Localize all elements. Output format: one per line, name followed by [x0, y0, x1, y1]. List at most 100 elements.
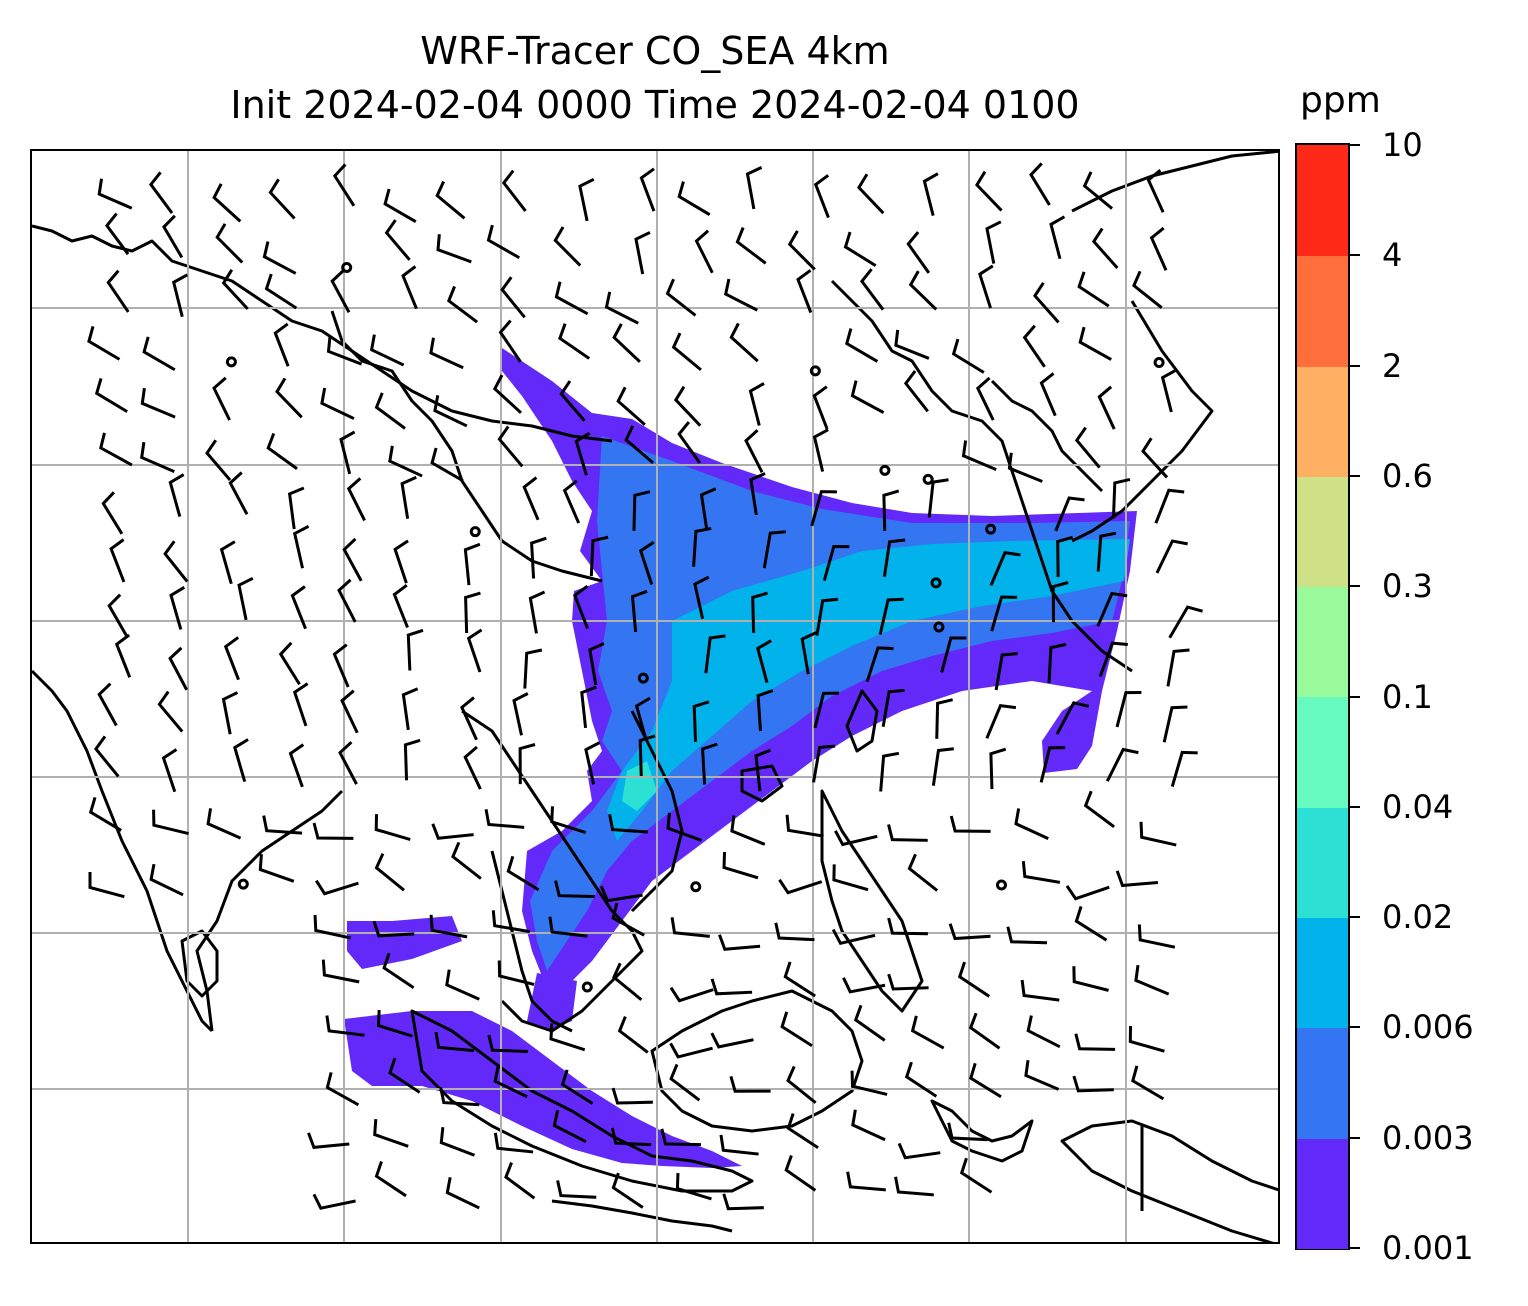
wind-barb	[616, 386, 646, 426]
wind-barb	[1098, 641, 1128, 678]
wind-barb	[237, 576, 254, 621]
wind-barb	[675, 1173, 712, 1201]
wind-barb	[969, 1062, 1002, 1099]
wind-barb	[1111, 478, 1131, 519]
wind-barb	[831, 928, 876, 946]
colorbar-tick	[1350, 695, 1360, 698]
wind-barb	[522, 476, 540, 521]
wind-barb	[624, 425, 655, 465]
wind-barb	[273, 322, 290, 367]
wind-barb	[985, 703, 1017, 739]
coastline-new-guinea	[1060, 1119, 1278, 1242]
wind-barb	[1065, 885, 1110, 901]
wind-barb	[558, 323, 591, 360]
coastline-india-west	[32, 669, 214, 1033]
wind-barb	[1168, 605, 1203, 639]
wind-barb	[693, 575, 710, 620]
wind-barb	[320, 387, 355, 420]
wind-barb	[1054, 496, 1085, 532]
colorbar-segment	[1297, 365, 1348, 477]
wind-barb	[669, 1042, 713, 1059]
coastline-vietnam	[630, 710, 684, 913]
colorbar-tick-label: 0.02	[1382, 898, 1454, 937]
wind-barb	[550, 806, 587, 834]
wind-barb	[990, 595, 1018, 632]
wind-barb	[278, 641, 301, 686]
colorbar-segment	[1297, 917, 1348, 1029]
coastline-himalaya-border	[32, 224, 613, 443]
wind-barb	[722, 1193, 764, 1211]
wind-barb	[1074, 906, 1108, 942]
wind-barb	[376, 1010, 413, 1038]
calm-wind-marker	[690, 881, 702, 893]
wind-barb	[1131, 1065, 1165, 1101]
wind-barb	[723, 278, 759, 312]
wind-barb	[660, 1128, 702, 1147]
wind-barb	[219, 540, 236, 585]
colorbar-tick	[1350, 254, 1360, 257]
wind-barb	[312, 822, 354, 840]
wind-barb	[694, 229, 714, 274]
wind-barb	[1139, 821, 1177, 847]
wind-barb	[161, 748, 178, 793]
wind-barb	[845, 328, 879, 363]
wind-barb	[463, 542, 481, 586]
wind-barb	[1051, 581, 1069, 623]
colorbar-tick	[1350, 805, 1360, 808]
wind-barb	[1074, 1033, 1116, 1051]
wind-barb	[634, 696, 651, 741]
wind-barb	[638, 541, 655, 585]
wind-barb	[466, 628, 483, 673]
wind-barb	[369, 334, 405, 367]
wind-barb	[730, 815, 766, 846]
wind-barb	[751, 591, 768, 633]
wind-barb	[205, 439, 232, 482]
colorbar-segment	[1297, 1137, 1348, 1249]
wind-barb	[157, 690, 184, 733]
colorbar-segment	[1297, 696, 1348, 808]
wind-barb	[612, 323, 641, 363]
wind-barb	[947, 1122, 988, 1142]
wind-barb	[1006, 926, 1048, 945]
wind-barb	[212, 183, 242, 223]
wind-barb	[978, 264, 994, 309]
wind-barb	[374, 814, 411, 841]
wind-barb	[762, 530, 786, 569]
wind-barb	[562, 479, 581, 524]
wind-barb	[372, 920, 415, 938]
wind-barb	[498, 319, 522, 363]
wind-barb	[101, 491, 124, 535]
wind-barb	[340, 689, 359, 734]
wind-barb	[228, 471, 249, 516]
wind-barb	[671, 332, 702, 372]
wind-barb	[497, 425, 524, 468]
wind-barb	[307, 1132, 350, 1150]
wind-barb	[572, 585, 589, 630]
colorbar-tick	[1350, 1026, 1360, 1029]
wind-barb	[887, 824, 928, 842]
wind-barb	[487, 1034, 528, 1053]
plume-level-4-spots	[622, 761, 657, 811]
wind-barb	[1022, 324, 1046, 368]
wind-barb	[212, 376, 231, 421]
wind-barb	[258, 854, 295, 883]
wind-barb	[554, 281, 589, 316]
calm-wind-marker	[933, 621, 945, 633]
wind-barb	[729, 1075, 771, 1093]
coastline-china-east	[830, 279, 1133, 673]
wind-barb	[388, 1057, 421, 1094]
wind-barb	[778, 878, 823, 895]
wind-barb	[1154, 488, 1185, 524]
wind-barb	[548, 916, 588, 938]
wind-barb	[528, 590, 546, 634]
calm-wind-marker	[237, 878, 249, 890]
wind-barb	[332, 163, 356, 207]
wind-barb	[339, 430, 356, 475]
colorbar-segment	[1297, 475, 1348, 588]
wind-barb	[940, 636, 967, 673]
wind-barb	[810, 490, 837, 527]
wind-barb	[530, 536, 547, 579]
calm-wind-marker	[341, 261, 353, 273]
wind-barb	[287, 486, 305, 530]
wind-barb	[262, 241, 297, 275]
